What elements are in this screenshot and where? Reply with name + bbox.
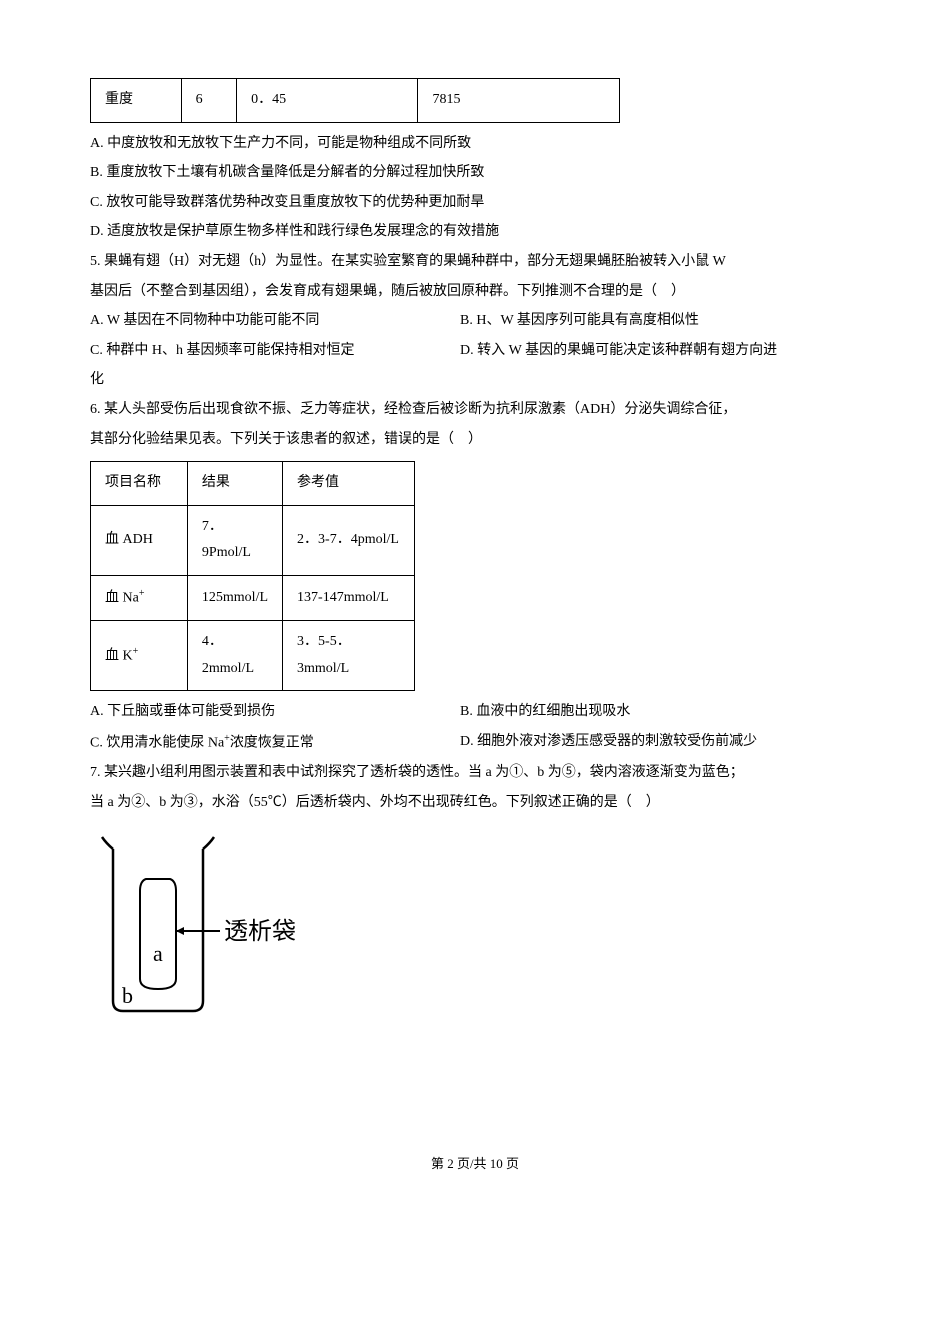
option-b: B. 重度放牧下土壤有机碳含量降低是分解者的分解过程加快所致 bbox=[90, 160, 860, 187]
cell: 血 K+ bbox=[91, 621, 188, 691]
q6-stem-2: 其部分化验结果见表。下列关于该患者的叙述，错误的是（ ） bbox=[90, 427, 860, 454]
table-row: 血 K+ 4．2mmol/L 3．5-5．3mmol/L bbox=[91, 621, 415, 691]
beaker-diagram: a b 透析袋 bbox=[98, 831, 860, 1042]
label-dialysis-bag: 透析袋 bbox=[224, 918, 296, 945]
option-d: D. 适度放牧是保护草原生物多样性和践行绿色发展理念的有效措施 bbox=[90, 219, 860, 246]
cell: 血 Na+ bbox=[91, 575, 188, 620]
q5-option-b: B. H、W 基因序列可能具有高度相似性 bbox=[460, 308, 860, 335]
q7-stem-2: 当 a 为②、b 为③，水浴（55℃）后透析袋内、外均不出现砖红色。下列叙述正确… bbox=[90, 790, 860, 817]
q5-stem-2: 基因后（不整合到基因组），会发育成有翅果蝇，随后被放回原种群。下列推测不合理的是… bbox=[90, 279, 860, 306]
cell: 重度 bbox=[91, 79, 182, 123]
table-grazing: 重度 6 0．45 7815 bbox=[90, 78, 620, 123]
q6-option-a: A. 下丘脑或垂体可能受到损伤 bbox=[90, 699, 460, 726]
table-header-row: 项目名称 结果 参考值 bbox=[91, 462, 415, 506]
q5-option-a: A. W 基因在不同物种中功能可能不同 bbox=[90, 308, 460, 335]
table-row: 血 ADH 7．9Pmol/L 2．3-7．4pmol/L bbox=[91, 505, 415, 575]
q5-option-d: D. 转入 W 基因的果蝇可能决定该种群朝有翅方向进 bbox=[460, 338, 860, 365]
cell: 137-147mmol/L bbox=[283, 575, 415, 620]
cell: 2．3-7．4pmol/L bbox=[283, 505, 415, 575]
q6-option-d: D. 细胞外液对渗透压感受器的刺激较受伤前减少 bbox=[460, 729, 860, 757]
table-lab-results: 项目名称 结果 参考值 血 ADH 7．9Pmol/L 2．3-7．4pmol/… bbox=[90, 461, 415, 691]
beaker-svg-icon: a b 透析袋 bbox=[98, 831, 318, 1031]
q7-stem-1: 7. 某兴趣小组利用图示装置和表中试剂探究了透析袋的透性。当 a 为①、b 为⑤… bbox=[90, 760, 860, 787]
label-a: a bbox=[153, 941, 163, 966]
cell: 0．45 bbox=[237, 79, 418, 123]
table-row: 重度 6 0．45 7815 bbox=[91, 79, 620, 123]
q6-option-b: B. 血液中的红细胞出现吸水 bbox=[460, 699, 860, 726]
page-footer: 第 2 页/共 10 页 bbox=[90, 1152, 860, 1177]
cell: 125mmol/L bbox=[187, 575, 282, 620]
cell: 3．5-5．3mmol/L bbox=[283, 621, 415, 691]
label-b: b bbox=[122, 983, 133, 1008]
cell: 7815 bbox=[418, 79, 620, 123]
q5-option-d-cont: 化 bbox=[90, 367, 860, 394]
q5-stem-1: 5. 果蝇有翅（H）对无翅（h）为显性。在某实验室繁育的果蝇种群中，部分无翅果蝇… bbox=[90, 249, 860, 276]
header-cell: 项目名称 bbox=[91, 462, 188, 506]
header-cell: 结果 bbox=[187, 462, 282, 506]
cell: 血 ADH bbox=[91, 505, 188, 575]
q6-stem-1: 6. 某人头部受伤后出现食欲不振、乏力等症状，经检查后被诊断为抗利尿激素（ADH… bbox=[90, 397, 860, 424]
option-a: A. 中度放牧和无放牧下生产力不同，可能是物种组成不同所致 bbox=[90, 131, 860, 158]
q5-option-c: C. 种群中 H、h 基因频率可能保持相对恒定 bbox=[90, 338, 460, 365]
header-cell: 参考值 bbox=[283, 462, 415, 506]
q6-option-c: C. 饮用清水能使尿 Na+浓度恢复正常 bbox=[90, 729, 460, 757]
option-c: C. 放牧可能导致群落优势种改变且重度放牧下的优势种更加耐旱 bbox=[90, 190, 860, 217]
cell: 4．2mmol/L bbox=[187, 621, 282, 691]
cell: 6 bbox=[181, 79, 236, 123]
cell: 7．9Pmol/L bbox=[187, 505, 282, 575]
table-row: 血 Na+ 125mmol/L 137-147mmol/L bbox=[91, 575, 415, 620]
